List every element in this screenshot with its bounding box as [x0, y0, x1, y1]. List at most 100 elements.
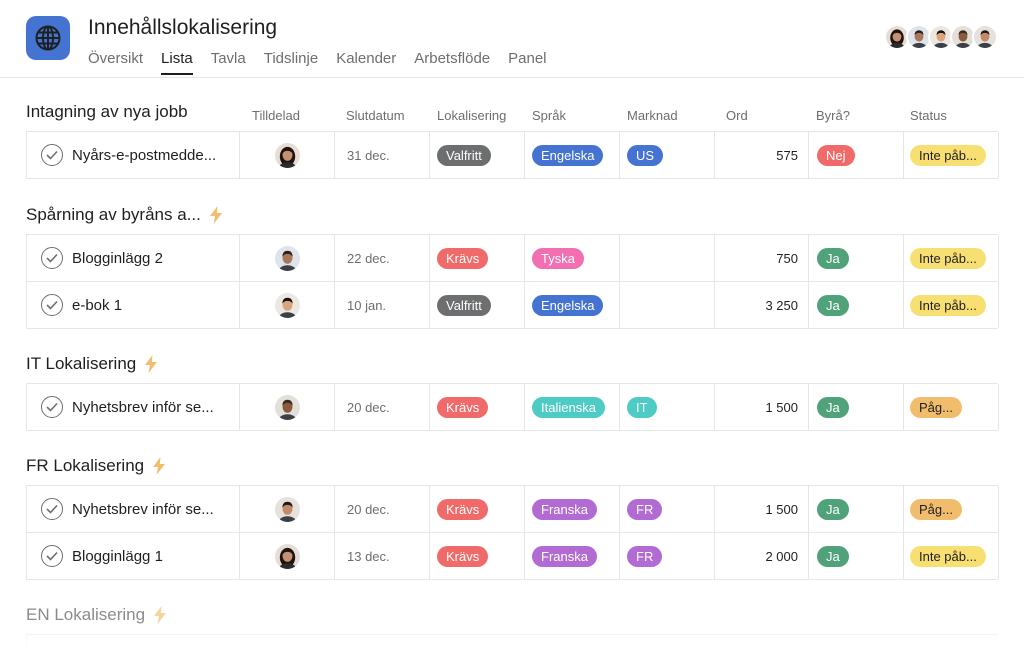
- lightning-bolt-icon[interactable]: [153, 606, 167, 624]
- status-cell[interactable]: Påg...: [904, 384, 999, 430]
- status-cell[interactable]: Påg...: [904, 486, 999, 532]
- language-tag[interactable]: Tyska: [532, 247, 584, 269]
- localization-tag[interactable]: Krävs: [437, 396, 489, 418]
- market-tag[interactable]: FR: [627, 498, 663, 520]
- task-name[interactable]: e-bok 1: [72, 296, 123, 314]
- word-count[interactable]: 3 250: [715, 282, 809, 328]
- section-title[interactable]: Spårning av byråns a...: [26, 205, 223, 225]
- table-row[interactable]: Nyhetsbrev inför se... 20 dec. Krävs Italie…: [26, 384, 999, 431]
- project-members[interactable]: [884, 24, 998, 50]
- complete-checkbox-icon[interactable]: [41, 545, 63, 567]
- status-cell[interactable]: Inte påb...: [904, 235, 999, 281]
- agency-tag[interactable]: Ja: [817, 545, 849, 567]
- localization-cell[interactable]: Krävs: [430, 533, 525, 579]
- project-icon[interactable]: [26, 16, 70, 60]
- localization-tag[interactable]: Krävs: [437, 247, 489, 269]
- section-title-text[interactable]: Intagning av nya jobb: [26, 102, 188, 121]
- column-header-status[interactable]: Status: [910, 108, 947, 123]
- status-badge[interactable]: Inte påb...: [910, 294, 986, 316]
- column-header-market[interactable]: Marknad: [627, 108, 678, 123]
- localization-cell[interactable]: Krävs: [430, 235, 525, 281]
- complete-checkbox-icon[interactable]: [41, 294, 63, 316]
- task-name-cell[interactable]: Nyhetsbrev inför se...: [27, 486, 240, 532]
- assignee-cell[interactable]: [240, 384, 335, 430]
- localization-tag[interactable]: Krävs: [437, 545, 489, 567]
- status-badge[interactable]: Påg...: [910, 396, 962, 418]
- language-tag[interactable]: Franska: [532, 545, 597, 567]
- section-title[interactable]: Intagning av nya jobb: [26, 102, 188, 122]
- task-name[interactable]: Nyhetsbrev inför se...: [72, 398, 214, 416]
- agency-cell[interactable]: Ja: [809, 282, 904, 328]
- task-name-cell[interactable]: Nyhetsbrev inför se...: [27, 384, 240, 430]
- localization-tag[interactable]: Krävs: [437, 498, 489, 520]
- language-cell[interactable]: Engelska: [525, 132, 620, 178]
- section-title-text[interactable]: EN Lokalisering: [26, 605, 146, 624]
- language-cell[interactable]: Tyska: [525, 235, 620, 281]
- table-row[interactable]: e-bok 1 10 jan. Valfritt Engelska 3 250 Ja Int…: [26, 282, 999, 329]
- language-cell[interactable]: Italienska: [525, 384, 620, 430]
- localization-tag[interactable]: Valfritt: [437, 144, 491, 166]
- word-count[interactable]: 2 000: [715, 533, 809, 579]
- member-avatar[interactable]: [884, 24, 910, 50]
- task-name-cell[interactable]: Nyårs-e-postmedde...: [27, 132, 240, 178]
- agency-cell[interactable]: Nej: [809, 132, 904, 178]
- section-title[interactable]: IT Lokalisering: [26, 354, 158, 374]
- market-cell[interactable]: [620, 235, 715, 281]
- status-badge[interactable]: Inte påb...: [910, 545, 986, 567]
- assignee-avatar[interactable]: [274, 394, 300, 420]
- status-badge[interactable]: Påg...: [910, 498, 962, 520]
- tab-tavla[interactable]: Tavla: [210, 50, 246, 67]
- column-header-due-date[interactable]: Slutdatum: [346, 108, 405, 123]
- task-name-cell[interactable]: Blogginlägg 2: [27, 235, 240, 281]
- market-cell[interactable]: [620, 282, 715, 328]
- tab-panel[interactable]: Panel: [508, 50, 547, 67]
- section-title[interactable]: EN Lokalisering: [26, 605, 167, 625]
- complete-checkbox-icon[interactable]: [41, 247, 63, 269]
- task-name[interactable]: Blogginlägg 2: [72, 249, 163, 267]
- due-date[interactable]: 13 dec.: [335, 533, 430, 579]
- agency-tag[interactable]: Ja: [817, 294, 849, 316]
- assignee-avatar[interactable]: [274, 543, 300, 569]
- due-date[interactable]: 20 dec.: [335, 384, 430, 430]
- task-name[interactable]: Nyhetsbrev inför se...: [72, 500, 214, 518]
- language-tag[interactable]: Italienska: [532, 396, 605, 418]
- assignee-avatar[interactable]: [274, 245, 300, 271]
- market-cell[interactable]: IT: [620, 384, 715, 430]
- agency-cell[interactable]: Ja: [809, 486, 904, 532]
- language-cell[interactable]: Franska: [525, 486, 620, 532]
- project-title[interactable]: Innehållslokalisering: [88, 16, 278, 39]
- status-badge[interactable]: Inte påb...: [910, 144, 986, 166]
- agency-tag[interactable]: Ja: [817, 396, 849, 418]
- word-count[interactable]: 575: [715, 132, 809, 178]
- status-cell[interactable]: Inte påb...: [904, 533, 999, 579]
- language-tag[interactable]: Engelska: [532, 294, 604, 316]
- localization-cell[interactable]: Krävs: [430, 486, 525, 532]
- due-date[interactable]: 20 dec.: [335, 486, 430, 532]
- market-cell[interactable]: US: [620, 132, 715, 178]
- agency-tag[interactable]: Ja: [817, 498, 849, 520]
- table-row[interactable]: Nyårs-e-postmedde... 31 dec. Valfritt Engel…: [26, 132, 999, 179]
- column-header-assignee[interactable]: Tilldelad: [252, 108, 300, 123]
- lightning-bolt-icon[interactable]: [144, 355, 158, 373]
- localization-cell[interactable]: Valfritt: [430, 132, 525, 178]
- column-header-agency[interactable]: Byrå?: [816, 108, 850, 123]
- section-title-text[interactable]: FR Lokalisering: [26, 456, 145, 475]
- complete-checkbox-icon[interactable]: [41, 498, 63, 520]
- member-avatar[interactable]: [928, 24, 954, 50]
- column-header-words[interactable]: Ord: [726, 108, 748, 123]
- market-cell[interactable]: FR: [620, 533, 715, 579]
- tab-arbetsflöde[interactable]: Arbetsflöde: [414, 50, 491, 67]
- localization-tag[interactable]: Valfritt: [437, 294, 491, 316]
- status-cell[interactable]: Inte påb...: [904, 132, 999, 178]
- agency-cell[interactable]: Ja: [809, 384, 904, 430]
- agency-cell[interactable]: Ja: [809, 235, 904, 281]
- assignee-cell[interactable]: [240, 235, 335, 281]
- section-title[interactable]: FR Lokalisering: [26, 456, 166, 476]
- column-header-localization[interactable]: Lokalisering: [437, 108, 507, 123]
- market-cell[interactable]: FR: [620, 486, 715, 532]
- word-count[interactable]: 750: [715, 235, 809, 281]
- localization-cell[interactable]: Krävs: [430, 384, 525, 430]
- assignee-avatar[interactable]: [274, 142, 300, 168]
- assignee-cell[interactable]: [240, 533, 335, 579]
- language-cell[interactable]: Franska: [525, 533, 620, 579]
